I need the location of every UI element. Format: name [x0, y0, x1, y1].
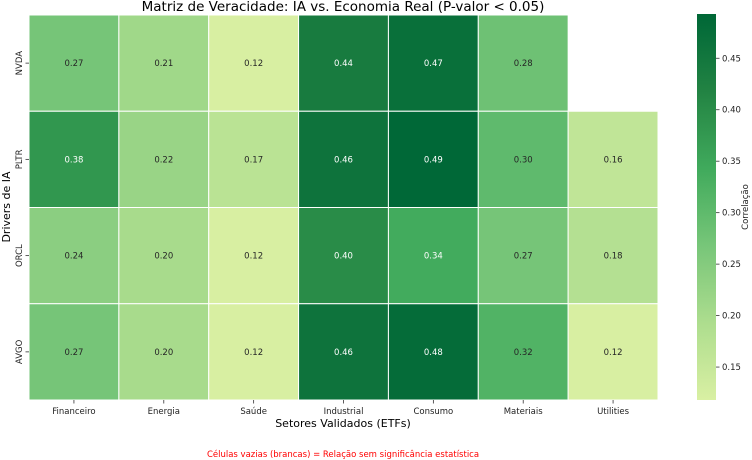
cell-value-label: 0.27 [514, 252, 533, 262]
heatmap-cells: 0.27 0.21 0.12 0.44 0.47 0.28 0.38 0.22 0.17 0.46… [28, 14, 659, 401]
heatmap-cell [567, 207, 659, 305]
cell-value-label: 0.40 [334, 252, 353, 262]
x-tick-label: Consumo [413, 407, 453, 417]
x-tick-label: Materiais [504, 407, 544, 417]
heatmap-cell [208, 14, 300, 112]
heatmap-cell [298, 207, 389, 305]
cell-value-label: 0.20 [154, 252, 173, 262]
heatmap-cell [118, 303, 210, 401]
heatmap-cell [567, 303, 659, 401]
x-tick-label: Industrial [324, 407, 364, 417]
y-axis-label: Drivers de IA [0, 171, 13, 243]
colorbar-tick-label: 0.15 [722, 363, 741, 373]
cell-value-label: 0.12 [244, 59, 263, 69]
y-tick-label: ORCL [15, 244, 25, 267]
cell-value-label: 0.47 [424, 59, 443, 69]
x-tick-label: Saúde [240, 407, 267, 417]
heatmap-cell [298, 110, 389, 208]
cell-value-label: 0.49 [424, 155, 443, 165]
x-tick-label: Utilities [597, 407, 630, 417]
cell-value-label: 0.32 [514, 348, 533, 358]
colorbar: 0.15 0.20 0.25 0.30 0.35 0.40 0.45 Correlação [697, 14, 751, 400]
cell-value-label: 0.20 [154, 348, 173, 358]
cell-value-label: 0.22 [154, 155, 173, 165]
colorbar-gradient [697, 14, 716, 400]
colorbar-ticks: 0.15 0.20 0.25 0.30 0.35 0.40 0.45 [716, 54, 741, 373]
x-axis: Financeiro Energia Saúde Industrial Consumo M… [52, 400, 630, 417]
cell-value-label: 0.44 [334, 59, 353, 69]
cell-value-label: 0.34 [424, 252, 443, 262]
heatmap-cell [28, 207, 120, 305]
x-tick-label: Energia [148, 407, 180, 417]
cell-value-label: 0.46 [334, 155, 353, 165]
cell-value-label: 0.46 [334, 348, 353, 358]
significance-note: Células vazias (brancas) = Relação sem s… [207, 449, 479, 460]
heatmap-cell [387, 207, 479, 305]
colorbar-tick-label: 0.40 [722, 106, 741, 116]
heatmap-cell [387, 303, 479, 401]
heatmap-cell [28, 14, 120, 112]
y-tick-label: PLTR [15, 149, 25, 169]
cell-value-label: 0.28 [514, 59, 533, 69]
cell-value-label: 0.24 [64, 252, 83, 262]
y-tick-label: AVGO [15, 339, 25, 364]
colorbar-tick-label: 0.25 [722, 260, 741, 270]
cell-value-label: 0.48 [424, 348, 443, 358]
cell-value-label: 0.12 [244, 252, 263, 262]
cell-value-label: 0.17 [244, 155, 263, 165]
cell-value-label: 0.12 [244, 348, 263, 358]
cell-value-label: 0.27 [64, 348, 83, 358]
colorbar-label: Correlação [741, 184, 751, 230]
heatmap-cell [118, 14, 210, 112]
colorbar-tick-label: 0.20 [722, 312, 741, 322]
cell-value-label: 0.27 [64, 59, 83, 69]
heatmap-cell [208, 303, 300, 401]
x-axis-label: Setores Validados (ETFs) [275, 417, 411, 430]
y-axis: NVDA PLTR ORCL AVGO [15, 51, 29, 364]
cell-value-label: 0.30 [514, 155, 533, 165]
y-tick-label: NVDA [15, 51, 25, 76]
heatmap-cell [118, 110, 210, 208]
cell-value-label: 0.18 [604, 252, 623, 262]
heatmap-cell [477, 14, 569, 112]
heatmap-cell [28, 303, 120, 401]
heatmap-cell [477, 110, 569, 208]
x-tick-label: Financeiro [52, 407, 95, 417]
colorbar-tick-label: 0.45 [722, 54, 741, 64]
cell-value-label: 0.38 [64, 155, 83, 165]
colorbar-tick-label: 0.30 [722, 209, 741, 219]
heatmap-cell [387, 14, 479, 112]
heatmap-cell [567, 110, 659, 208]
heatmap-cell [477, 207, 569, 305]
heatmap-cell [298, 14, 389, 112]
heatmap-cell [118, 207, 210, 305]
cell-value-label: 0.21 [154, 59, 173, 69]
cell-value-label: 0.16 [604, 155, 623, 165]
chart-title: Matriz de Veracidade: IA vs. Economia Re… [142, 0, 545, 15]
heatmap-cell [208, 207, 300, 305]
cell-value-label: 0.12 [604, 348, 623, 358]
colorbar-tick-label: 0.35 [722, 157, 741, 167]
